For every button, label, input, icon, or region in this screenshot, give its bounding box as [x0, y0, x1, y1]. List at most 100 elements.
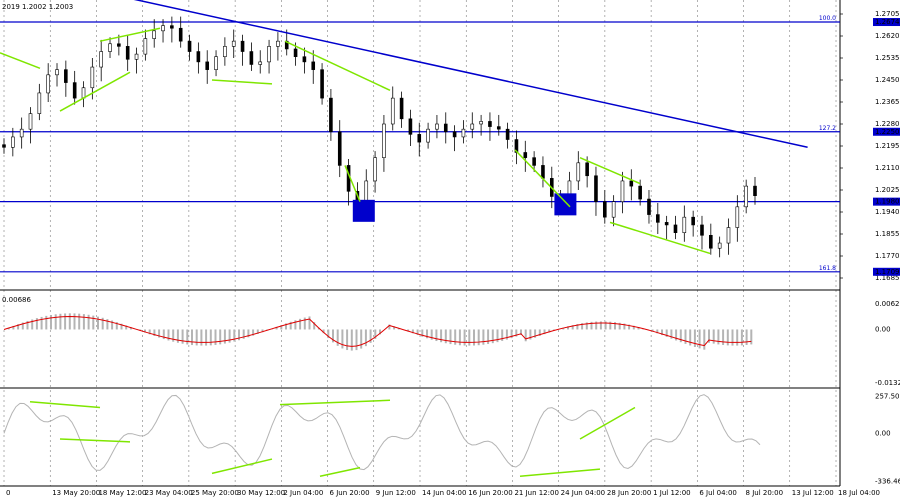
candle-body [187, 40, 192, 52]
divergence-line [284, 40, 391, 92]
candle-body [691, 216, 695, 226]
candle-body [311, 61, 316, 70]
candle-body [11, 136, 15, 148]
candle-body [267, 46, 271, 63]
candle-body [514, 139, 519, 153]
cci-divergence-line [519, 468, 601, 478]
candle-body [205, 61, 210, 70]
x-tick-label: 9 Jun 12:00 [376, 489, 416, 497]
candle-body [258, 61, 263, 65]
x-tick-label: 30 May 12:00 [237, 489, 285, 497]
candle-body [161, 25, 165, 32]
x-tick-label: 24 Jun 04:00 [561, 489, 605, 497]
candle-body [214, 56, 218, 70]
candle-body [152, 30, 156, 39]
level-price-tag [873, 127, 900, 136]
level-price-tag-text: 1.2250 [875, 128, 900, 136]
x-tick-label: 6 Jun 20:00 [330, 489, 370, 497]
y-tick-label: 1.2365 [875, 98, 900, 106]
level-label: 100.0 [819, 15, 836, 22]
y-tick-label: 1.2280 [875, 120, 900, 128]
x-tick-label: 14 Jun 04:00 [422, 489, 466, 497]
price-pane: 100.0 127.2 161.8 [0, 0, 840, 273]
chart-grid [0, 0, 841, 487]
candle-body [64, 69, 68, 83]
x-tick-label: 13 Jul 12:00 [792, 489, 834, 497]
x-tick-label: 8 Jul 20:00 [746, 489, 784, 497]
candle-body [320, 69, 324, 99]
cci-divergence-line [59, 438, 131, 443]
candle-body [461, 128, 466, 138]
candle-body [117, 43, 121, 47]
level-price-tag-text: 1.1709 [875, 268, 900, 276]
candle-body [620, 180, 625, 202]
candle-body [223, 46, 227, 58]
descending-trendline [133, 0, 808, 149]
candle-body [134, 53, 139, 60]
candle-body [488, 121, 492, 127]
candle-body [382, 123, 386, 158]
y-tick-label: 1.2195 [875, 142, 900, 150]
candle-body [700, 224, 704, 236]
y-tick-label: 1.1770 [875, 252, 900, 260]
candle-body [46, 74, 50, 94]
macd-y-tick-label: 0.00 [875, 325, 891, 333]
cci-divergence-line [29, 400, 101, 409]
y-tick-label: 1.1855 [875, 230, 900, 238]
candle-body [426, 128, 430, 143]
candle-body [638, 185, 642, 200]
candle-body [196, 51, 201, 63]
candle-body [293, 48, 298, 58]
x-tick-label: 18 May 12:00 [98, 489, 146, 497]
candle-body [72, 82, 77, 99]
candle-body [37, 92, 42, 114]
level-price-tag [873, 197, 900, 206]
level-price-tag [873, 18, 900, 27]
divergence-line [0, 52, 41, 70]
x-tick-label: 16 Jun 20:00 [468, 489, 512, 497]
level-price-tag [873, 267, 900, 276]
candle-body [452, 131, 457, 138]
candle-body [302, 56, 307, 63]
cci-pane [3, 394, 761, 478]
candle-body [735, 206, 740, 228]
candle-body [709, 234, 713, 249]
divergence-line [579, 156, 641, 185]
reversal-zone-box [554, 193, 577, 216]
x-tick-label: 6 Jul 04:00 [699, 489, 737, 497]
level-price-tag-text: 1.1980 [875, 198, 900, 206]
y-tick-label: 1.2110 [875, 164, 900, 172]
macd-pane [3, 313, 753, 351]
candle-body [744, 185, 748, 208]
y-tick-label: 1.1940 [875, 208, 900, 216]
y-tick-label: 1.2535 [875, 54, 900, 62]
candle-body [178, 27, 183, 42]
level-label: 127.2 [819, 125, 836, 132]
x-tick-label: 23 May 04:00 [145, 489, 193, 497]
candle-body [594, 175, 598, 202]
reversal-zone-box [352, 199, 375, 222]
cci-divergence-line [579, 406, 636, 440]
candle-body [99, 51, 103, 68]
candle-body [505, 128, 510, 140]
divergence-line [99, 27, 161, 42]
divergence-line [514, 149, 571, 208]
candle-body [673, 224, 678, 234]
candle-body [726, 227, 731, 244]
candle-body [664, 222, 669, 226]
candle-body [170, 25, 174, 29]
candle-body [19, 128, 24, 138]
candle-body [479, 121, 483, 125]
candle-body [55, 69, 59, 76]
candle-body [90, 66, 95, 89]
candle-body [647, 198, 651, 215]
header-text: 2019 1.2002 1.2003 [2, 3, 73, 11]
candle-body [682, 216, 687, 234]
x-tick-label: 21 Jun 12:00 [514, 489, 558, 497]
candle-body [373, 157, 377, 182]
candle-body [276, 40, 280, 47]
candle-body [399, 97, 404, 120]
candle-body [28, 113, 33, 130]
